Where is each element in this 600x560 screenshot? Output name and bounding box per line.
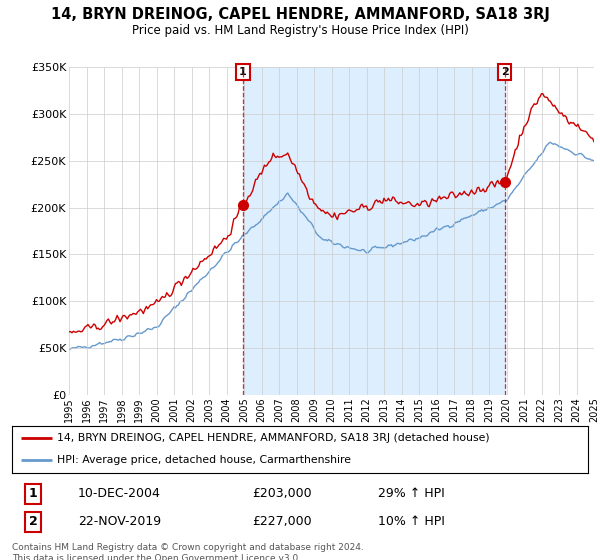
Text: Contains HM Land Registry data © Crown copyright and database right 2024.
This d: Contains HM Land Registry data © Crown c… [12, 543, 364, 560]
Text: 29% ↑ HPI: 29% ↑ HPI [378, 487, 445, 501]
Text: £203,000: £203,000 [252, 487, 311, 501]
Text: £227,000: £227,000 [252, 515, 311, 529]
Text: 14, BRYN DREINOG, CAPEL HENDRE, AMMANFORD, SA18 3RJ: 14, BRYN DREINOG, CAPEL HENDRE, AMMANFOR… [50, 7, 550, 22]
Text: 22-NOV-2019: 22-NOV-2019 [78, 515, 161, 529]
Text: 14, BRYN DREINOG, CAPEL HENDRE, AMMANFORD, SA18 3RJ (detached house): 14, BRYN DREINOG, CAPEL HENDRE, AMMANFOR… [57, 433, 490, 444]
Text: 10-DEC-2004: 10-DEC-2004 [78, 487, 161, 501]
Text: 10% ↑ HPI: 10% ↑ HPI [378, 515, 445, 529]
Text: Price paid vs. HM Land Registry's House Price Index (HPI): Price paid vs. HM Land Registry's House … [131, 24, 469, 37]
Text: 2: 2 [29, 515, 37, 529]
Text: HPI: Average price, detached house, Carmarthenshire: HPI: Average price, detached house, Carm… [57, 455, 351, 465]
Text: 1: 1 [29, 487, 37, 501]
Text: 2: 2 [501, 67, 509, 77]
Text: 1: 1 [239, 67, 247, 77]
Bar [243, 67, 505, 395]
